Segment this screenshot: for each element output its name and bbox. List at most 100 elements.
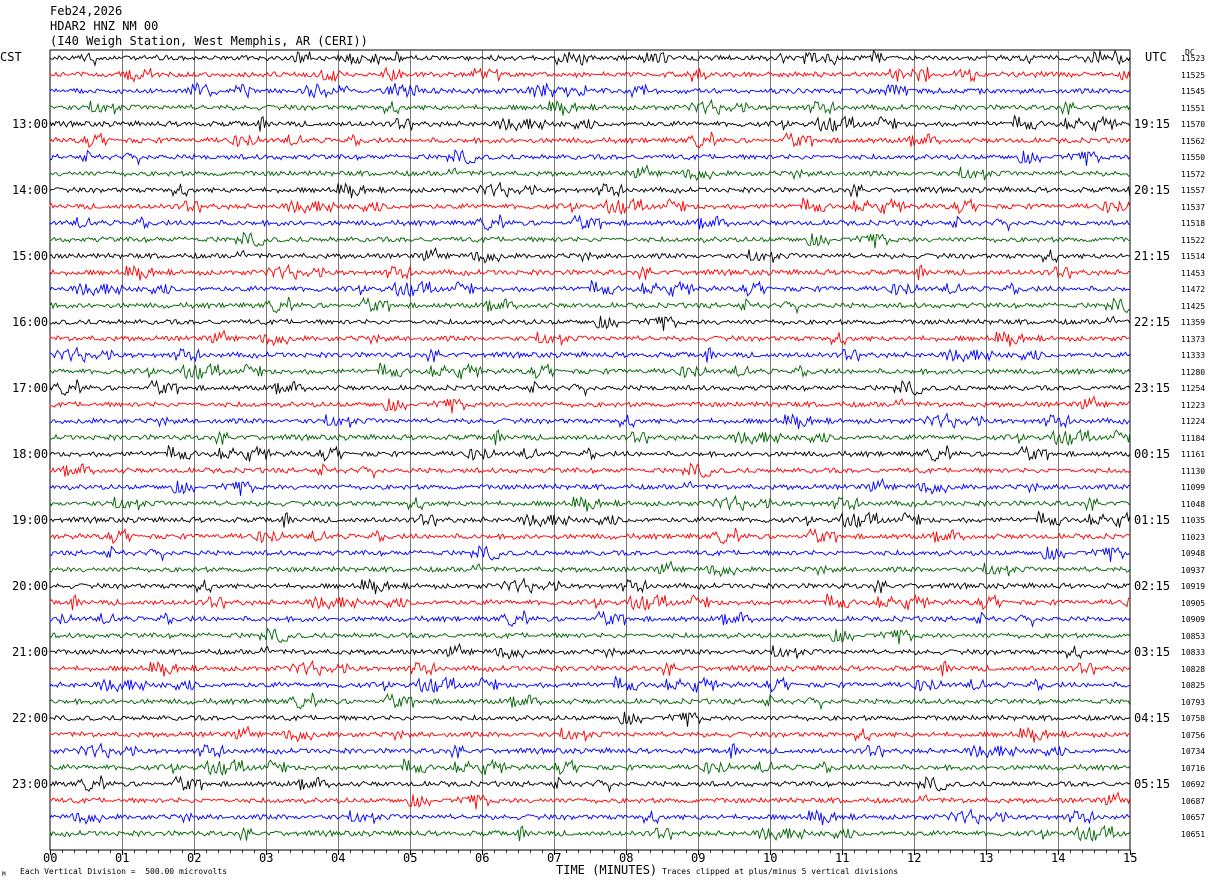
dc-offset-value: 11550 (1181, 153, 1206, 162)
seismic-trace (49, 379, 1131, 397)
seismic-trace (49, 395, 1131, 414)
seismic-trace (49, 329, 1131, 347)
plot-frame (49, 49, 1131, 851)
scale-note: Each Vertical Division = 500.00 microvol… (20, 867, 228, 876)
dc-offset-value: 10756 (1181, 731, 1206, 740)
station-code: HDAR2 HNZ NM 00 (50, 19, 159, 33)
dc-offset-value: 10905 (1181, 599, 1206, 608)
left-timezone-label: CST (0, 50, 22, 64)
seismic-trace (49, 791, 1131, 810)
dc-offset-value: 10793 (1181, 698, 1206, 707)
seismic-trace (49, 577, 1131, 595)
left-hour-label: 22:00 (12, 711, 49, 725)
right-hour-label: 01:15 (1134, 513, 1171, 527)
seismic-trace (49, 412, 1131, 430)
dc-offset-value: 10734 (1181, 747, 1206, 756)
seismic-trace (49, 808, 1131, 826)
dc-offset-value: 11359 (1181, 318, 1206, 327)
right-hour-label: 04:15 (1134, 711, 1171, 725)
dc-header: DC (1185, 48, 1195, 57)
right-hour-label: 00:15 (1134, 447, 1171, 461)
x-tick-label: 02 (187, 851, 202, 865)
seismic-trace (49, 692, 1131, 711)
seismic-trace (49, 346, 1131, 363)
dc-offset-value: 11130 (1181, 467, 1206, 476)
seismic-trace (49, 775, 1131, 793)
dc-offset-value: 11572 (1181, 170, 1206, 179)
dc-offset-value: 11472 (1181, 285, 1206, 294)
dc-offset-value: 10651 (1181, 830, 1206, 839)
dc-offset-value: 11425 (1181, 302, 1206, 311)
seismic-trace (49, 148, 1131, 166)
left-hour-label: 21:00 (12, 645, 49, 659)
x-tick-label: 11 (835, 851, 850, 865)
x-tick-label: 06 (475, 851, 490, 865)
seismic-trace (49, 527, 1131, 545)
right-hour-label: 03:15 (1134, 645, 1171, 659)
seismic-trace (49, 824, 1131, 842)
seismic-trace (49, 593, 1131, 611)
dc-offset-value: 11557 (1181, 186, 1206, 195)
seismic-trace (49, 511, 1131, 529)
x-tick-label: 01 (115, 851, 130, 865)
right-hour-label: 23:15 (1134, 381, 1171, 395)
dc-offset-value: 11570 (1181, 120, 1206, 129)
seismic-trace (49, 544, 1131, 562)
seismic-trace (49, 428, 1131, 446)
x-tick-label: 03 (259, 851, 274, 865)
dc-offset-value: 11523 (1181, 54, 1206, 63)
x-tick-label: 04 (331, 851, 346, 865)
dc-offset-value: 11254 (1181, 384, 1206, 393)
dc-offset-value: 11514 (1181, 252, 1206, 261)
left-hour-label: 16:00 (12, 315, 49, 329)
left-hour-label: 13:00 (12, 117, 49, 131)
seismic-trace (49, 610, 1131, 628)
seismic-trace (49, 711, 1131, 727)
corner-mark: M (2, 871, 6, 878)
seismic-trace (49, 642, 1131, 660)
dc-offset-value: 10716 (1181, 764, 1206, 773)
left-hour-label: 15:00 (12, 249, 49, 263)
clip-note: Traces clipped at plus/minus 5 vertical … (662, 867, 899, 876)
dc-offset-value: 10758 (1181, 714, 1206, 723)
left-hour-label: 20:00 (12, 579, 49, 593)
dc-offset-value: 11453 (1181, 269, 1206, 278)
left-hour-label: 19:00 (12, 513, 49, 527)
dc-offset-value: 11023 (1181, 533, 1206, 542)
seismic-trace (49, 445, 1131, 462)
seismic-trace (49, 280, 1131, 298)
dc-offset-value: 11333 (1181, 351, 1206, 360)
seismic-trace (49, 115, 1131, 133)
right-hour-label: 21:15 (1134, 249, 1171, 263)
seismic-trace (49, 98, 1131, 116)
dc-offset-value: 10909 (1181, 615, 1206, 624)
seismic-trace (49, 659, 1131, 677)
seismic-trace (49, 296, 1131, 315)
seismic-trace (49, 231, 1131, 249)
x-tick-label: 00 (43, 851, 58, 865)
dc-offset-value: 11099 (1181, 483, 1206, 492)
seismic-trace (49, 758, 1131, 776)
right-hour-label: 05:15 (1134, 777, 1171, 791)
dc-offset-value: 11223 (1181, 401, 1206, 410)
seismic-trace (49, 676, 1131, 694)
dc-offset-value: 10937 (1181, 566, 1206, 575)
seismic-trace (49, 263, 1131, 281)
x-tick-label: 12 (907, 851, 922, 865)
right-hour-label: 20:15 (1134, 183, 1171, 197)
dc-offset-value: 11518 (1181, 219, 1206, 228)
seismic-trace (49, 477, 1131, 496)
seismic-trace (49, 214, 1131, 232)
seismic-trace (49, 494, 1131, 512)
seismic-trace (49, 315, 1131, 331)
station-location: (I40 Weigh Station, West Memphis, AR (CE… (50, 34, 368, 48)
dc-offset-value: 11373 (1181, 335, 1206, 344)
left-hour-label: 17:00 (12, 381, 49, 395)
left-hour-label: 23:00 (12, 777, 49, 791)
dc-offset-value: 10948 (1181, 549, 1206, 558)
dc-offset-value: 10833 (1181, 648, 1206, 657)
seismic-trace (49, 49, 1131, 67)
dc-offset-value: 11224 (1181, 417, 1206, 426)
dc-offset-value: 10657 (1181, 813, 1206, 822)
